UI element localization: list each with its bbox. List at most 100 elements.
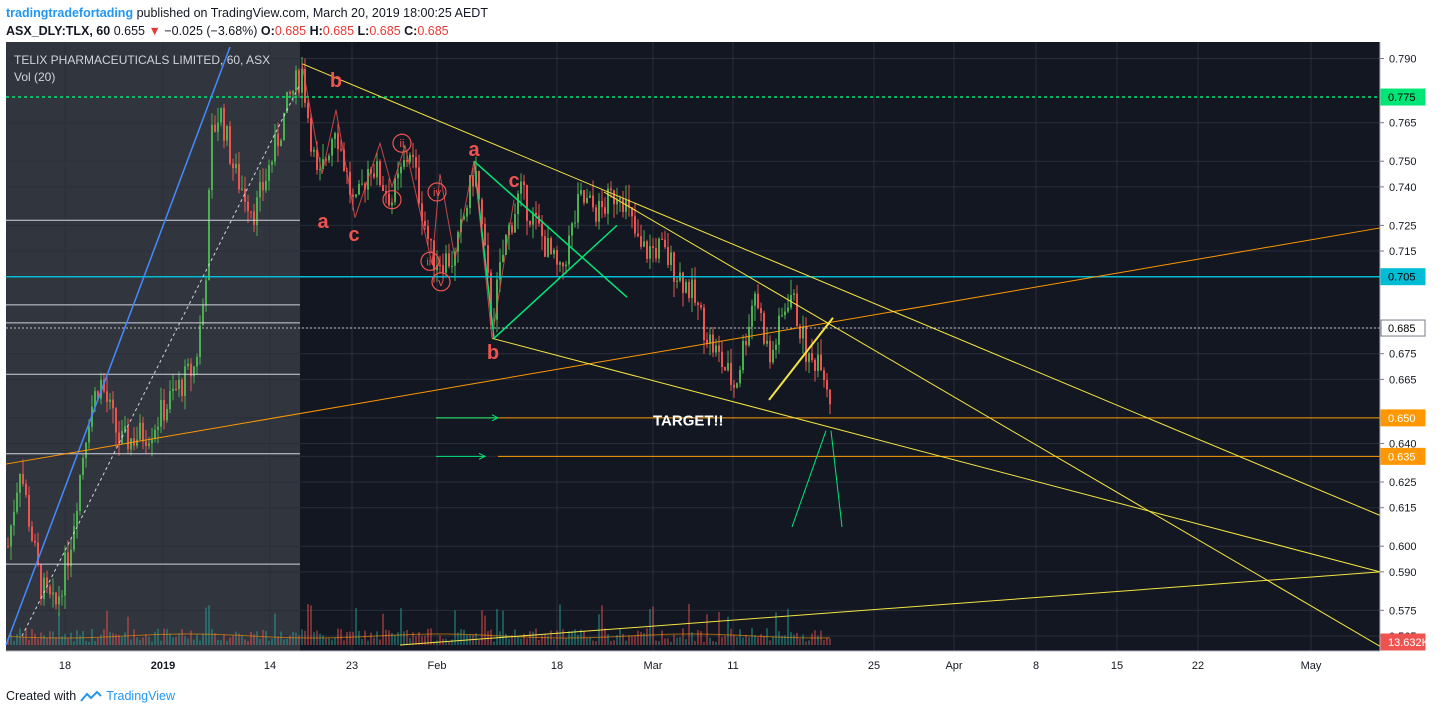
candle-body: [526, 185, 528, 221]
candle-body: [307, 103, 309, 119]
volume-bar: [331, 639, 333, 645]
candle-body: [523, 181, 525, 186]
candle-body: [823, 370, 825, 381]
candle-body: [403, 160, 405, 167]
volume-bar: [292, 632, 294, 645]
volume-bar: [412, 632, 414, 645]
candle-body: [16, 492, 18, 512]
y-tick-label: 0.675: [1389, 349, 1417, 361]
candle-body: [373, 173, 375, 178]
candle-body: [166, 409, 168, 421]
volume-bar: [397, 632, 399, 645]
candle-body: [445, 253, 447, 273]
candle-body: [139, 422, 141, 440]
volume-bar: [610, 640, 612, 645]
candle-body: [334, 133, 336, 139]
volume-bar: [40, 632, 42, 645]
candle-body: [535, 212, 537, 216]
price-tag: [1380, 409, 1426, 427]
candle-body: [715, 345, 717, 353]
volume-bar: [769, 640, 771, 645]
volume-bar: [37, 638, 39, 645]
volume-bar: [97, 637, 99, 645]
candle-body: [382, 185, 384, 192]
volume-bar: [55, 636, 57, 645]
candle-body: [769, 340, 771, 363]
candle-body: [646, 241, 648, 259]
volume-bar: [499, 631, 501, 645]
volume-bar: [28, 639, 30, 645]
volume-bar: [172, 637, 174, 645]
candle-body: [505, 235, 507, 255]
volume-bar: [184, 635, 186, 645]
volume-bar: [559, 604, 561, 645]
candle-body: [622, 198, 624, 212]
volume-bar: [133, 629, 135, 645]
volume-bar: [220, 640, 222, 645]
wave-numeral-circle: [427, 182, 447, 202]
candle-body: [106, 391, 108, 402]
candle-body: [742, 341, 744, 371]
price-axis[interactable]: [1380, 42, 1444, 684]
volume-bar: [433, 641, 435, 645]
volume-bar: [58, 613, 60, 645]
open-value: 0.685: [274, 24, 307, 38]
candle-body: [13, 511, 15, 526]
y-tick-label: 0.715: [1389, 246, 1417, 258]
candle-body: [601, 200, 603, 208]
candle-body: [496, 279, 498, 320]
volume-bar: [295, 632, 297, 645]
y-tick-label: 0.615: [1389, 503, 1417, 515]
candle-body: [181, 379, 183, 396]
volume-bar: [637, 630, 639, 645]
price-tag-label: 0.650: [1388, 413, 1416, 425]
candle-body: [463, 216, 465, 220]
candle-body: [238, 163, 240, 190]
volume-bar: [667, 638, 669, 645]
candle-body: [805, 326, 807, 362]
x-tick-label: 18: [551, 660, 563, 672]
tradingview-link[interactable]: TradingView: [106, 689, 175, 703]
candle-body: [397, 173, 399, 179]
volume-bar: [145, 634, 147, 645]
author-link[interactable]: tradingtradefortading: [6, 6, 134, 20]
volume-bar: [328, 638, 330, 645]
volume-bar: [823, 639, 825, 645]
close-label: C:: [404, 24, 418, 38]
candle-body: [451, 265, 453, 267]
volume-bar: [592, 640, 594, 645]
candle-body: [469, 175, 471, 208]
volume-bar: [787, 608, 789, 645]
candle-body: [355, 194, 357, 197]
candle-body: [610, 188, 612, 191]
candle-body: [598, 200, 600, 222]
open-label: O:: [260, 24, 275, 38]
volume-bar: [403, 631, 405, 645]
candle-body: [94, 391, 96, 407]
candle-body: [421, 203, 423, 221]
candle-body: [379, 161, 381, 186]
volume-bar: [208, 605, 210, 645]
y-tick-label: 0.740: [1389, 182, 1417, 194]
volume-bar: [721, 637, 723, 645]
price-axis-labels: 0.790 0.765 0.750 0.740 0.725 0.715 0.705 0.685…: [1380, 54, 1430, 651]
volume-bar: [574, 629, 576, 645]
candle-body: [298, 70, 300, 93]
candle-body: [433, 240, 435, 271]
candle-body: [406, 160, 408, 162]
y-tick-label: 0.575: [1389, 605, 1417, 617]
candle-body: [127, 426, 129, 450]
volume-bar: [400, 608, 402, 645]
time-axis[interactable]: [0, 651, 1380, 684]
candle-body: [649, 246, 651, 259]
volume-bar: [685, 639, 687, 645]
blue-trendline: [5, 46, 231, 646]
candle-body: [547, 238, 549, 257]
wave-numeral-iv: iv: [433, 187, 441, 199]
candle-body: [490, 272, 492, 320]
candle-body: [226, 126, 228, 141]
wave-numeral-circle: [420, 251, 440, 271]
x-tick-label: 18: [59, 660, 71, 672]
candle-body: [343, 149, 345, 171]
